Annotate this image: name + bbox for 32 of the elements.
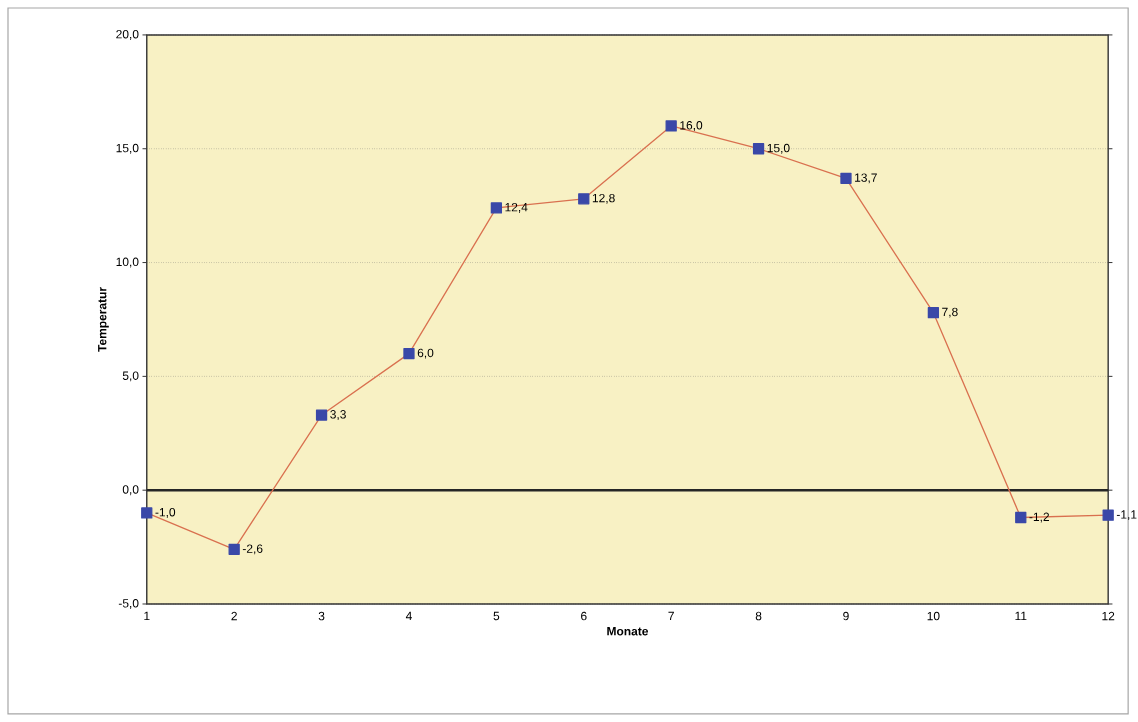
y-tick-label: 0,0: [122, 485, 139, 496]
y-tick-label: 5,0: [122, 371, 139, 382]
x-tick-label: 9: [843, 611, 849, 621]
y-tick-label: 10,0: [116, 257, 139, 268]
x-tick-label: 10: [927, 611, 940, 621]
x-tick-label: 2: [231, 611, 237, 621]
data-label: -1,2: [1029, 512, 1049, 523]
data-label: 16,0: [680, 121, 703, 132]
x-tick-label: 11: [1015, 611, 1027, 621]
data-label: 12,4: [505, 203, 528, 213]
x-tick-label: 4: [405, 611, 412, 621]
x-tick-label: 6: [581, 611, 587, 621]
data-label: -1,0: [155, 508, 176, 518]
x-tick-label: 8: [755, 611, 762, 621]
data-label: -1,1: [1116, 510, 1137, 521]
x-tick-label: 5: [493, 611, 500, 621]
y-tick-label: 15,0: [116, 143, 139, 154]
x-tick-label: 1: [144, 611, 150, 621]
data-label: 15,0: [767, 143, 790, 154]
data-label: 7,8: [942, 307, 958, 318]
data-label: -2,6: [242, 544, 263, 555]
data-label: 6,0: [417, 348, 434, 359]
x-tick-label: 12: [1102, 611, 1115, 621]
data-label: 12,8: [592, 193, 615, 204]
x-tick-label: 7: [668, 611, 674, 621]
data-label: 3,3: [330, 410, 346, 421]
x-tick-label: 3: [318, 611, 325, 621]
y-tick-label: -5,0: [118, 599, 139, 610]
y-axis-title: Temperatur: [98, 287, 109, 352]
x-axis-title: Monate: [607, 627, 649, 636]
data-label: 13,7: [855, 173, 877, 184]
y-tick-label: 20,0: [116, 30, 139, 40]
